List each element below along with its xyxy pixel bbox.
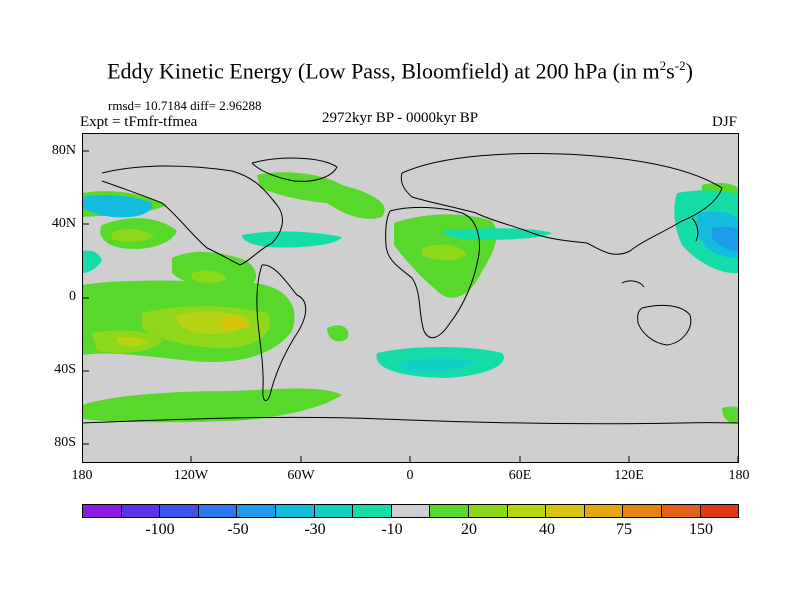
colorbar-label: -10 — [381, 521, 403, 538]
colorbar-swatch — [468, 505, 508, 517]
lat-label-80n: 80N — [51, 143, 76, 158]
lon-label-0: 0 — [406, 468, 414, 483]
colorbar-swatch — [314, 505, 354, 517]
lat-label-0: 0 — [69, 289, 76, 304]
colorbar-swatch — [121, 505, 161, 517]
colorbar-swatch — [275, 505, 315, 517]
lat-label-80s: 80S — [54, 435, 76, 450]
colorbar-label: 150 — [689, 521, 713, 538]
colorbar-swatch — [584, 505, 624, 517]
colorbar-swatch — [237, 505, 276, 517]
experiment-label: Expt = tFmfr-tfmea — [80, 114, 198, 130]
axis-ticks — [81, 150, 739, 463]
colorbar-label: 75 — [616, 521, 632, 538]
colorbar — [82, 504, 739, 518]
colorbar-label: -30 — [304, 521, 326, 538]
colorbar-swatch — [661, 505, 701, 517]
colorbar-swatch — [700, 505, 739, 517]
coastlines — [81, 153, 740, 425]
colorbar-swatch — [391, 505, 431, 517]
lon-label-60w: 60W — [287, 468, 315, 483]
colorbar-swatch — [83, 505, 122, 517]
colorbar-swatch — [546, 505, 585, 517]
lon-label-120w: 120W — [173, 468, 209, 483]
map-panel — [81, 133, 740, 468]
colorbar-swatch — [160, 505, 199, 517]
lon-label-180w: 180 — [71, 468, 93, 483]
colorbar-swatch — [507, 505, 547, 517]
colorbar-swatch — [353, 505, 392, 517]
colorbar-label: -50 — [227, 521, 249, 538]
season-label: DJF — [712, 114, 738, 130]
colorbar-swatch — [198, 505, 238, 517]
stats-label: rmsd= 10.7184 diff= 2.96288 — [108, 98, 262, 113]
colorbar-label: -100 — [145, 521, 175, 538]
lon-label-60e: 60E — [508, 468, 532, 483]
lon-label-120e: 120E — [614, 468, 644, 483]
colorbar-swatch — [430, 505, 469, 517]
colorbar-label: 40 — [539, 521, 555, 538]
field-layer — [82, 172, 739, 424]
map-svg — [81, 133, 740, 463]
lat-label-40s: 40S — [54, 362, 76, 377]
period-label: 2972kyr BP - 0000kyr BP — [322, 110, 479, 126]
chart-title: Eddy Kinetic Energy (Low Pass, Bloomfiel… — [107, 58, 693, 84]
colorbar-swatch — [623, 505, 662, 517]
colorbar-label: 20 — [461, 521, 477, 538]
lon-label-180e: 180 — [728, 468, 750, 483]
lat-label-40n: 40N — [51, 216, 76, 231]
